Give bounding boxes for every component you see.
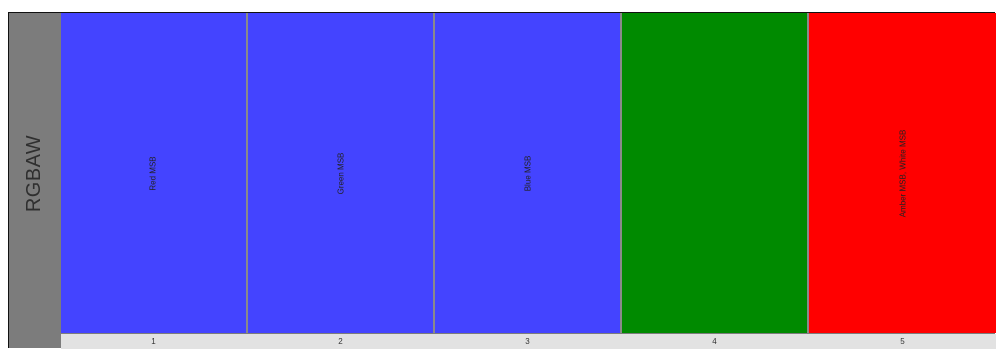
channel-label-3: Blue MSB bbox=[522, 155, 532, 191]
channel-number-2: 2 bbox=[338, 337, 343, 346]
profile-name: RGBAW bbox=[23, 134, 46, 212]
channel-number-4: 4 bbox=[712, 337, 717, 346]
channel-label-1: Red MSB bbox=[148, 155, 158, 191]
channel-label-2: Green MSB bbox=[335, 152, 345, 194]
channel-label-5: Amber MSB, White MSB bbox=[897, 129, 907, 217]
channel-map-frame: RGBAW Red MSB Green MSB Blue MSB Amber M… bbox=[8, 12, 996, 349]
channel-block-3[interactable]: Blue MSB bbox=[435, 13, 620, 333]
channel-number-3: 3 bbox=[525, 337, 530, 346]
profile-label: RGBAW bbox=[9, 13, 61, 333]
channel-block-5[interactable]: Amber MSB, White MSB bbox=[809, 13, 996, 333]
channel-number-5: 5 bbox=[900, 337, 905, 346]
channel-block-2[interactable]: Green MSB bbox=[248, 13, 433, 333]
channel-block-1[interactable]: Red MSB bbox=[61, 13, 246, 333]
channel-strip: Red MSB Green MSB Blue MSB Amber MSB, Wh… bbox=[61, 13, 996, 333]
channel-number-1: 1 bbox=[151, 337, 156, 346]
channel-block-4[interactable] bbox=[622, 13, 807, 333]
channel-number-row: 1 2 3 4 5 bbox=[61, 334, 996, 349]
